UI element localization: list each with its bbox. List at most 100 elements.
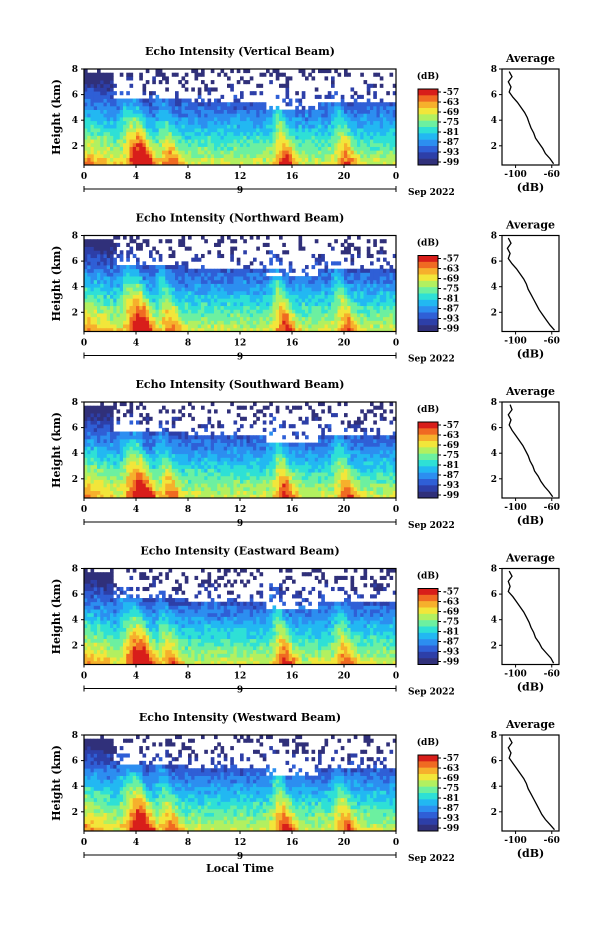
heatmap-cell	[168, 124, 173, 129]
heatmap-cell	[184, 287, 189, 292]
heatmap-cell	[188, 316, 192, 321]
heatmap-cell	[152, 246, 156, 251]
heatmap-cell	[210, 142, 215, 147]
heatmap-cell	[136, 246, 140, 251]
heatmap-cell	[220, 287, 225, 292]
heatmap-cell	[275, 324, 280, 329]
heatmap-cell	[162, 461, 166, 466]
heatmap-cell	[223, 135, 228, 140]
heatmap-cell	[139, 305, 143, 310]
heatmap-cell	[360, 150, 364, 155]
heatmap-cell	[279, 128, 283, 133]
heatmap-cell	[350, 313, 355, 318]
heatmap-cell	[227, 287, 231, 292]
heatmap-cell	[100, 435, 104, 440]
heatmap-cell	[145, 142, 150, 147]
heatmap-cell	[223, 72, 228, 77]
heatmap-cell	[129, 113, 134, 118]
heatmap-cell	[217, 461, 221, 466]
heatmap-cell	[93, 242, 98, 247]
heatmap-cell	[314, 157, 319, 162]
heatmap-cell	[168, 320, 173, 325]
heatmap-cell	[197, 87, 202, 92]
heatmap-cell	[392, 298, 397, 303]
heatmap-cell	[363, 124, 368, 129]
heatmap-cell	[262, 128, 267, 133]
heatmap-cell	[90, 446, 95, 451]
heatmap-cell	[282, 327, 286, 332]
heatmap-cell	[262, 279, 267, 284]
heatmap-cell	[93, 146, 98, 151]
heatmap-cell	[191, 161, 195, 166]
heatmap-cell	[191, 153, 195, 159]
heatmap-cell	[366, 276, 371, 281]
heatmap-cell	[292, 131, 296, 136]
heatmap-cell	[285, 102, 290, 107]
heatmap-cell	[194, 279, 199, 284]
heatmap-cell	[363, 135, 368, 140]
heatmap-cell	[236, 320, 241, 325]
heatmap-cell	[214, 139, 218, 144]
heatmap-cell	[210, 139, 215, 144]
heatmap-cell	[379, 272, 384, 277]
heatmap-cell	[292, 139, 296, 144]
heatmap-cell	[285, 294, 290, 299]
heatmap-cell	[207, 483, 212, 488]
heatmap-cell	[233, 290, 238, 295]
heatmap-cell	[298, 98, 303, 103]
heatmap-cell	[217, 276, 221, 281]
heatmap-cell	[249, 287, 254, 292]
heatmap-cell	[194, 272, 199, 277]
heatmap-cell	[243, 494, 247, 499]
profile-y-tick-label: 4	[491, 283, 497, 293]
heatmap-cell	[155, 435, 160, 440]
heatmap-cell	[181, 98, 186, 103]
heatmap-cell	[347, 120, 351, 125]
heatmap-cell	[93, 494, 98, 499]
heatmap-cell	[383, 105, 387, 111]
heatmap-cell	[246, 446, 251, 451]
heatmap-cell	[103, 239, 108, 244]
heatmap-cell	[100, 490, 104, 495]
heatmap-cell	[376, 316, 381, 321]
heatmap-cell	[262, 324, 267, 329]
heatmap-cell	[314, 146, 319, 151]
colorbar-tick-label: -81	[443, 295, 459, 305]
heatmap-cell	[194, 146, 199, 151]
heatmap-cell	[288, 109, 293, 114]
heatmap-cell	[386, 109, 390, 114]
heatmap-cell	[188, 309, 192, 314]
heatmap-cell	[178, 283, 182, 288]
heatmap-cell	[175, 128, 179, 133]
heatmap-cell	[240, 438, 244, 444]
heatmap-cell	[132, 109, 137, 114]
heatmap-cell	[165, 139, 169, 144]
heatmap-cell	[210, 276, 215, 281]
heatmap-cell	[217, 442, 221, 447]
heatmap-cell	[90, 279, 95, 284]
heatmap-cell	[90, 327, 95, 332]
heatmap-cell	[90, 290, 95, 295]
heatmap-cell	[93, 327, 98, 332]
heatmap-cell	[197, 464, 202, 469]
heatmap-cell	[246, 486, 251, 492]
heatmap-cell	[123, 431, 127, 436]
heatmap-cell	[184, 131, 189, 136]
heatmap-cell	[230, 453, 234, 458]
heatmap-cell	[347, 153, 351, 159]
heatmap-cell	[282, 283, 286, 288]
heatmap-cell	[282, 250, 286, 255]
heatmap-cell	[308, 135, 312, 140]
heatmap-cell	[214, 287, 218, 292]
heatmap-cell	[165, 131, 169, 136]
heatmap-cell	[162, 276, 166, 281]
heatmap-cell	[223, 283, 228, 288]
heatmap-cell	[266, 120, 270, 125]
heatmap-cell	[126, 309, 130, 314]
heatmap-cell	[126, 105, 130, 111]
heatmap-cell	[97, 309, 101, 314]
heatmap-cell	[220, 475, 225, 480]
heatmap-cell	[184, 80, 189, 85]
heatmap-cell	[210, 483, 215, 488]
heatmap-cell	[155, 309, 160, 314]
